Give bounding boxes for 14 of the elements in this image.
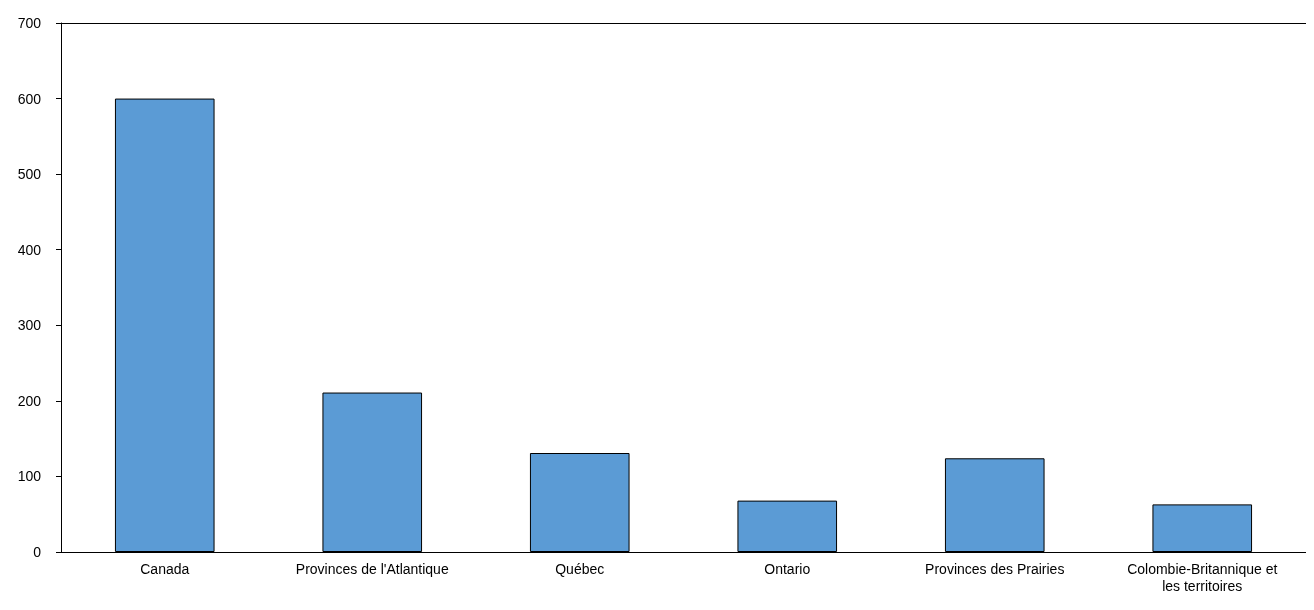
x-tick-label: Canada bbox=[140, 560, 190, 577]
x-tick-label: Colombie-Britannique et les territoires bbox=[1127, 560, 1278, 594]
x-tick-label: Provinces des Prairies bbox=[925, 560, 1065, 577]
x-tick-label: Ontario bbox=[764, 560, 811, 577]
y-tick-label: 500 bbox=[17, 166, 42, 183]
y-tick-label: 600 bbox=[17, 90, 42, 107]
y-tick-label: 200 bbox=[17, 392, 42, 409]
x-tick-label: Québec bbox=[555, 560, 605, 577]
y-tick-label: 700 bbox=[17, 15, 42, 31]
x-tick-label: Provinces de l'Atlantique bbox=[295, 560, 449, 577]
y-tick-label: 300 bbox=[17, 317, 42, 334]
y-tick-label: 0 bbox=[33, 544, 42, 560]
y-tick-label: 100 bbox=[17, 468, 42, 485]
y-tick-label: 400 bbox=[17, 241, 42, 258]
